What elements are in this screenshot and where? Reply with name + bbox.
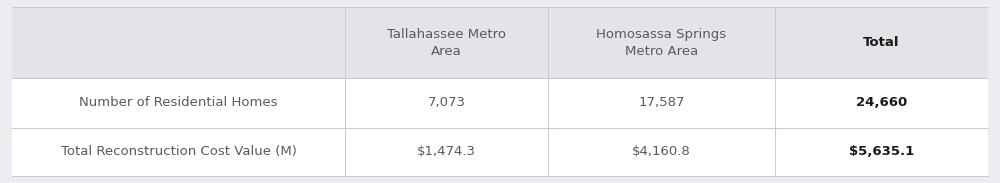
Text: Total Reconstruction Cost Value (M): Total Reconstruction Cost Value (M) xyxy=(61,145,296,158)
Text: Tallahassee Metro
Area: Tallahassee Metro Area xyxy=(387,28,506,57)
Bar xyxy=(12,7,988,78)
Text: 24,660: 24,660 xyxy=(856,96,907,109)
Text: 17,587: 17,587 xyxy=(638,96,685,109)
Text: 7,073: 7,073 xyxy=(428,96,466,109)
Text: Total: Total xyxy=(863,36,900,49)
Text: Number of Residential Homes: Number of Residential Homes xyxy=(79,96,278,109)
Text: $1,474.3: $1,474.3 xyxy=(417,145,476,158)
Text: $5,635.1: $5,635.1 xyxy=(849,145,914,158)
Bar xyxy=(12,128,988,176)
Text: Homosassa Springs
Metro Area: Homosassa Springs Metro Area xyxy=(596,28,727,57)
Text: $4,160.8: $4,160.8 xyxy=(632,145,691,158)
Bar xyxy=(12,78,988,128)
